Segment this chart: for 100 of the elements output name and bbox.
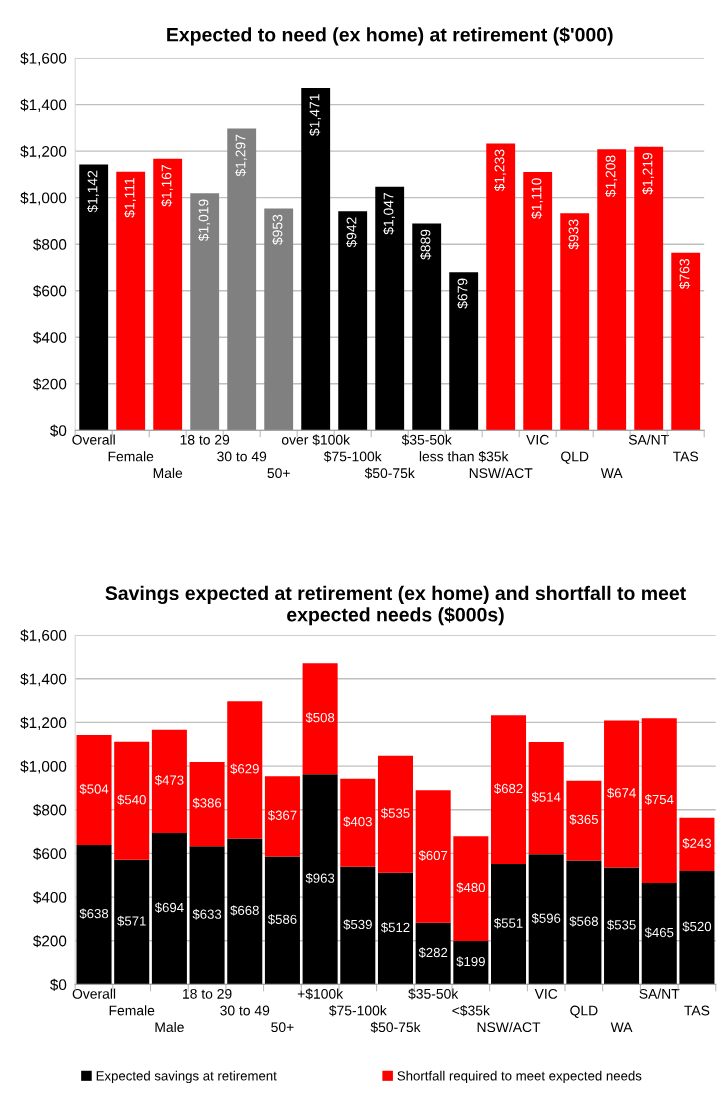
data-label: $535 — [380, 807, 410, 819]
data-label: $1,167 — [161, 165, 174, 207]
bar — [79, 164, 109, 431]
bar — [491, 864, 527, 985]
bar — [114, 859, 150, 985]
data-label: $480 — [456, 882, 485, 893]
data-label: $1,047 — [383, 192, 396, 235]
data-label: $633 — [192, 908, 222, 920]
bar — [491, 715, 527, 865]
x-tick-label: QLD — [561, 451, 589, 464]
x-tick-label: TAS — [673, 451, 699, 462]
data-label: $679 — [457, 278, 469, 309]
data-label: $403 — [343, 816, 372, 828]
data-label: $889 — [420, 229, 432, 260]
data-label: $508 — [305, 712, 335, 724]
bar — [604, 720, 640, 868]
x-tick-label: 50+ — [267, 468, 290, 479]
bar — [189, 846, 225, 985]
legend-label: Expected savings at retirement — [96, 1070, 277, 1084]
data-label: $512 — [380, 922, 410, 933]
x-tick-label: $75-100k — [328, 1005, 387, 1017]
data-label: $1,297 — [235, 134, 248, 177]
data-label: $586 — [267, 914, 297, 925]
bar — [227, 128, 257, 431]
x-tick-label: $75-100k — [323, 450, 382, 463]
bar — [597, 149, 627, 431]
y-tick-label: $600 — [33, 284, 67, 298]
data-label: $668 — [230, 905, 259, 916]
bar — [560, 213, 590, 431]
bar — [151, 729, 187, 833]
bar — [301, 88, 331, 431]
bar — [377, 872, 413, 985]
data-label: $694 — [154, 902, 184, 913]
y-tick-label: $1,200 — [20, 145, 67, 159]
bar — [528, 742, 564, 855]
data-label: $1,110 — [531, 178, 544, 219]
bar — [264, 856, 300, 985]
y-tick-label: $1,600 — [20, 629, 67, 643]
data-label: $942 — [346, 217, 358, 248]
x-tick-label: <$35k — [452, 1005, 490, 1017]
y-tick-label: $600 — [33, 847, 67, 861]
bar — [377, 755, 413, 873]
x-tick-label: $35-50k — [408, 988, 459, 1000]
x-tick-label: +$100k — [297, 988, 344, 1000]
y-tick-label: $1,400 — [20, 672, 67, 687]
x-tick-label: Male — [153, 467, 183, 479]
x-tick-label: 50+ — [271, 1022, 294, 1033]
data-label: $367 — [267, 810, 297, 821]
bar — [76, 735, 112, 846]
x-tick-label: 18 to 29 — [183, 988, 232, 999]
bar — [76, 845, 112, 985]
x-tick-label: 18 to 29 — [180, 434, 230, 445]
y-tick-label: $200 — [33, 934, 67, 948]
y-tick-label: $0 — [50, 978, 67, 991]
data-label: $504 — [79, 783, 109, 795]
data-label: $953 — [272, 214, 284, 245]
y-tick-label: $1,000 — [20, 760, 67, 774]
bar — [302, 774, 338, 985]
bar — [114, 741, 150, 860]
bar — [415, 790, 451, 923]
x-tick-label: QLD — [570, 1005, 598, 1018]
data-label: $1,471 — [309, 94, 322, 136]
data-label: $465 — [644, 927, 674, 938]
data-label: $282 — [418, 947, 448, 958]
data-label: $1,142 — [87, 170, 100, 213]
bar — [116, 171, 146, 431]
data-label: $596 — [531, 912, 561, 924]
y-tick-label: $400 — [33, 331, 67, 344]
bar — [679, 870, 715, 985]
data-label: $607 — [418, 850, 448, 861]
x-tick-label: WA — [600, 468, 623, 478]
x-tick-label: Male — [155, 1021, 184, 1033]
bar — [415, 922, 451, 985]
data-label: $551 — [493, 917, 523, 929]
data-label: $535 — [607, 919, 636, 931]
bar — [523, 172, 553, 431]
x-tick-label: Female — [108, 451, 154, 462]
data-label: $386 — [192, 797, 222, 809]
y-tick-label: $800 — [33, 803, 67, 817]
data-label: $514 — [531, 791, 561, 803]
data-label: $199 — [456, 956, 485, 968]
data-label: $963 — [305, 872, 335, 884]
x-tick-label: VIC — [534, 988, 558, 999]
data-label: $763 — [679, 258, 691, 290]
y-tick-label: $1,400 — [20, 98, 67, 113]
data-label: $638 — [79, 908, 109, 920]
bar — [227, 838, 263, 985]
x-tick-label: Female — [109, 1005, 155, 1016]
bar — [227, 701, 263, 839]
x-tick-label: 30 to 49 — [220, 1005, 270, 1016]
chart-title: Savings expected at retirement (ex home) and shortfall to meet expected needs ($000s) — [105, 585, 686, 626]
data-label: $1,219 — [642, 152, 655, 195]
bar — [641, 718, 677, 883]
bar — [412, 223, 442, 431]
x-tick-label: Overall — [72, 434, 115, 445]
bar — [679, 817, 715, 871]
x-tick-label: over $100k — [281, 434, 351, 446]
data-label: $682 — [493, 783, 523, 794]
y-tick-label: $1,000 — [20, 191, 67, 206]
x-tick-label: VIC — [526, 434, 549, 445]
